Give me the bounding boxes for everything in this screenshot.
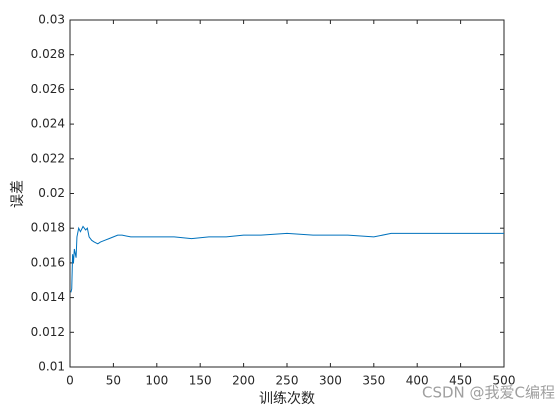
y-tick-label: 0.016 — [31, 255, 65, 269]
x-tick-label: 150 — [189, 374, 212, 388]
y-tick-label: 0.022 — [31, 151, 65, 165]
x-tick-label: 0 — [66, 374, 74, 388]
y-tick-label: 0.026 — [31, 82, 65, 96]
y-tick-label: 0.024 — [31, 117, 65, 131]
x-tick-label: 500 — [493, 374, 516, 388]
y-tick-label: 0.028 — [31, 47, 65, 61]
y-tick-label: 0.018 — [31, 221, 65, 235]
y-axis-label: 误差 — [10, 180, 26, 208]
y-tick-label: 0.02 — [38, 186, 65, 200]
data-line — [70, 225, 504, 293]
y-tick-label: 0.01 — [38, 360, 65, 374]
x-tick-label: 50 — [106, 374, 121, 388]
x-tick-label: 450 — [449, 374, 472, 388]
x-tick-label: 300 — [319, 374, 342, 388]
x-tick-label: 400 — [406, 374, 429, 388]
x-tick-label: 350 — [362, 374, 385, 388]
plot-frame — [69, 19, 505, 368]
watermark: CSDN @我爱C编程 — [422, 384, 555, 402]
x-axis-label: 训练次数 — [259, 391, 315, 407]
x-tick-label: 100 — [145, 374, 168, 388]
x-tick-label: 250 — [276, 374, 299, 388]
y-tick-label: 0.012 — [31, 325, 65, 339]
y-tick-label: 0.03 — [38, 13, 65, 27]
x-tick-label: 200 — [232, 374, 255, 388]
y-tick-label: 0.014 — [31, 290, 65, 304]
